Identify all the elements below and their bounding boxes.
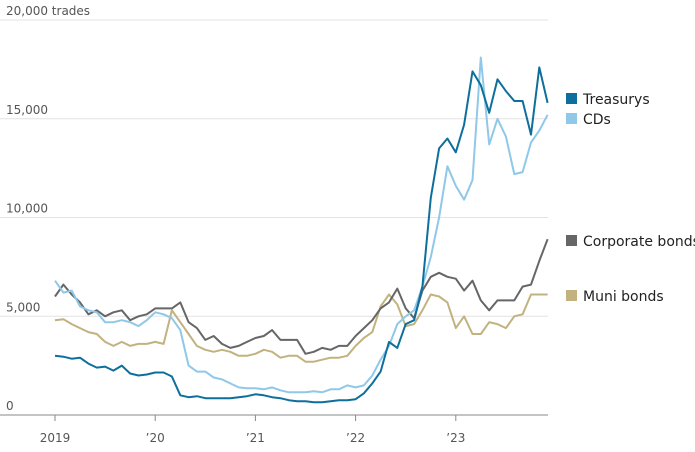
y-tick-label: 10,000	[6, 202, 48, 216]
legend-label: Treasurys	[582, 92, 650, 108]
legend-label: Corporate bonds	[583, 234, 695, 250]
y-tick-label: 0	[6, 399, 14, 413]
y-tick-label: 15,000	[6, 103, 48, 117]
x-tick-label: ’21	[246, 431, 265, 445]
legend-swatch	[566, 235, 577, 246]
legend-swatch	[566, 93, 577, 104]
y-tick-label: 20,000 trades	[6, 4, 90, 18]
x-tick-label: ’22	[346, 431, 365, 445]
legend-swatch	[566, 290, 577, 301]
legend-swatch	[566, 113, 577, 124]
series-line	[54, 293, 548, 363]
x-tick-label: 2019	[40, 431, 71, 445]
series-line	[54, 66, 549, 404]
y-tick-label: 5,000	[6, 300, 40, 314]
legend-label: Muni bonds	[583, 289, 664, 305]
x-tick-label: ’20	[146, 431, 165, 445]
legend-label: CDs	[583, 112, 611, 128]
x-tick-label: ’23	[446, 431, 465, 445]
series-line	[54, 238, 549, 355]
series-line	[54, 56, 549, 394]
